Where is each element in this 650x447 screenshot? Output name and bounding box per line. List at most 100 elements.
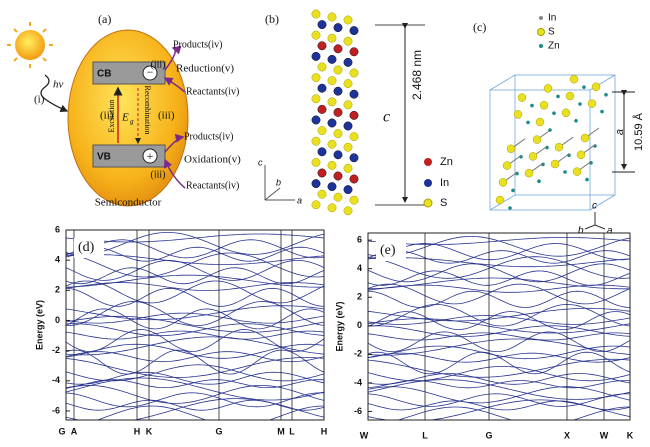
atom (333, 171, 343, 181)
atom (333, 86, 343, 96)
eg-label: E (121, 112, 129, 124)
axis-label: b (276, 177, 281, 187)
band (66, 351, 324, 363)
atom (333, 23, 343, 33)
y-axis-label: Energy (eV) (334, 301, 344, 351)
unit-cell (489, 74, 616, 211)
atom (333, 150, 343, 160)
oxidation-in (163, 158, 186, 189)
x-tick-label: L (422, 430, 428, 440)
band (368, 314, 630, 325)
reactants-label: Reactants(iv) (186, 86, 239, 97)
atom (327, 76, 337, 86)
band (96, 405, 324, 420)
band (368, 303, 630, 327)
y-tick-label: -6 (52, 405, 60, 415)
panel-label: (b) (265, 12, 279, 26)
band (368, 270, 630, 286)
band (397, 406, 630, 420)
legend-swatch (537, 28, 545, 36)
atom (517, 93, 527, 102)
band (368, 399, 630, 420)
atom (528, 152, 538, 161)
atom (317, 147, 327, 157)
atom (317, 83, 327, 93)
atom (532, 135, 542, 144)
atom (591, 82, 601, 92)
atom (311, 9, 321, 19)
band (368, 263, 630, 283)
oxidation-label: Oxidation(v) (184, 154, 241, 166)
atom (333, 107, 343, 117)
atom (317, 20, 327, 30)
atom (317, 189, 327, 199)
band (66, 305, 324, 321)
band (368, 325, 630, 338)
y-tick-label: 6 (55, 224, 60, 234)
y-tick-label: 0 (357, 320, 362, 330)
band (66, 392, 324, 408)
atom (548, 128, 552, 132)
band (368, 257, 630, 268)
atom (580, 133, 590, 143)
atom (333, 192, 343, 202)
cb-label: CB (97, 69, 111, 80)
atom (343, 121, 353, 131)
atom (572, 167, 582, 176)
legend-label: S (440, 197, 447, 209)
minus: − (147, 65, 154, 79)
band (66, 232, 324, 255)
height-label: 2.468 nm (410, 50, 424, 100)
atom (343, 185, 353, 195)
band (368, 393, 630, 407)
band (368, 311, 630, 330)
atom (333, 65, 343, 75)
band (66, 254, 324, 265)
atom (513, 110, 523, 119)
bands (368, 236, 630, 420)
axis-label: a (297, 195, 302, 205)
atom (550, 159, 560, 169)
x-tick-label: G (485, 430, 492, 440)
atom (349, 132, 359, 142)
x-tick-label: X (564, 430, 570, 440)
atom (604, 93, 608, 97)
y-tick-label: 4 (55, 255, 60, 265)
panel-label: (d) (78, 240, 95, 255)
y-tick-label: 6 (357, 235, 362, 245)
hv-label: hν (53, 79, 64, 91)
atom (343, 206, 353, 216)
atom (311, 30, 321, 40)
atom (343, 15, 353, 25)
atom (343, 100, 353, 110)
band-plot: W L G X W K -6 -4 -2 0 2 4 6 Energy (eV) (e) (334, 232, 634, 440)
band (66, 398, 324, 420)
reduction-out (164, 45, 182, 71)
atom (556, 94, 560, 99)
atom (349, 89, 359, 99)
panel-b: (b) c 2.468 nm c b a Zn In S (258, 9, 453, 216)
x-tick-label: L (289, 426, 295, 436)
atom (327, 118, 337, 128)
panel-label: (e) (380, 243, 396, 258)
atom (587, 99, 597, 108)
atom (543, 84, 553, 93)
atom (574, 119, 578, 123)
band (368, 352, 630, 363)
atom (311, 73, 321, 83)
atom (511, 188, 515, 193)
legend-swatch (539, 16, 543, 20)
atom (317, 104, 327, 114)
atom (565, 91, 575, 101)
atom (311, 179, 321, 189)
atom (333, 129, 343, 139)
band (368, 379, 630, 400)
atom (508, 206, 512, 210)
band (368, 345, 630, 360)
atom (327, 203, 337, 213)
atom (317, 62, 327, 72)
plot-frame (367, 232, 631, 421)
products-label: Products(iv) (173, 39, 222, 50)
length-label: 10.59 Å (632, 112, 645, 151)
recombination-label: Recombination (143, 86, 152, 135)
